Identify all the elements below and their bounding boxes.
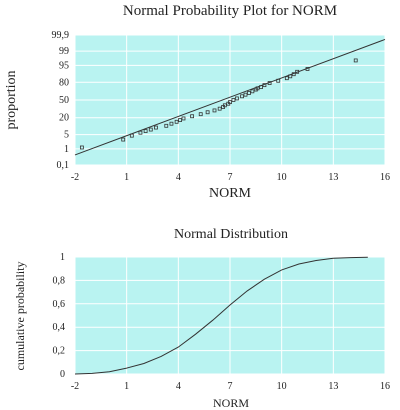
data-point	[228, 100, 232, 105]
data-point	[138, 130, 143, 135]
x-tick-label: 1	[124, 172, 129, 183]
y-tick-label: 0,2	[53, 346, 66, 357]
y-tick-label: 0,6	[53, 299, 66, 310]
y-tick-label: 1	[64, 144, 69, 155]
data-point	[217, 106, 222, 111]
data-point	[234, 96, 239, 101]
data-point	[267, 81, 272, 85]
y-tick-label: 99,9	[52, 30, 70, 41]
cdf-y-ticks: 0 0,2 0,4 0,6 0,8 1	[53, 252, 66, 380]
x-tick-label: 7	[228, 381, 233, 392]
data-point	[79, 145, 84, 150]
x-tick-label: 10	[277, 172, 287, 183]
data-point	[174, 119, 179, 124]
data-point	[164, 123, 169, 128]
data-point	[148, 127, 153, 132]
cdf-chart-title: Normal Distribution	[174, 227, 288, 242]
probability-plot-y-label: proportion	[4, 70, 19, 129]
data-point	[305, 67, 310, 71]
data-point	[154, 125, 158, 130]
y-tick-label: 20	[59, 113, 69, 124]
x-tick-label: 4	[176, 381, 181, 392]
data-point	[255, 86, 260, 91]
x-tick-label: 13	[328, 172, 338, 183]
data-point	[181, 116, 186, 121]
data-point	[169, 121, 174, 126]
cdf-grid	[74, 256, 386, 375]
data-point	[205, 110, 210, 115]
data-point	[288, 74, 293, 79]
y-tick-label: 99	[59, 46, 69, 57]
data-point	[353, 58, 358, 63]
fit-line	[74, 38, 386, 156]
data-point	[198, 112, 203, 117]
y-tick-label: 0,1	[57, 160, 70, 171]
data-point	[178, 118, 182, 122]
x-tick-label: 10	[277, 381, 287, 392]
probability-plot-points	[79, 58, 358, 150]
data-point	[262, 83, 267, 88]
data-point	[231, 98, 236, 102]
data-point	[250, 89, 255, 94]
data-point	[212, 108, 217, 113]
probability-plot: Normal Probability Plot for NORM 0,1 1 5 20…	[4, 3, 390, 201]
data-point	[247, 91, 251, 95]
y-tick-label: 0	[60, 369, 65, 380]
probability-plot-title: Normal Probability Plot for NORM	[123, 3, 337, 19]
y-tick-label: 95	[59, 60, 69, 71]
cdf-x-ticks: -2 1 4 7 10 13 16	[71, 381, 390, 392]
x-tick-label: 7	[228, 172, 233, 183]
x-tick-label: 13	[328, 381, 338, 392]
y-tick-label: 80	[59, 77, 69, 88]
probability-plot-x-ticks: -2 1 4 7 10 13 16	[71, 172, 390, 183]
probability-plot-grid	[74, 34, 386, 166]
y-tick-label: 1	[60, 252, 65, 263]
data-point	[276, 78, 281, 83]
data-point	[243, 92, 248, 97]
x-tick-label: 4	[176, 172, 181, 183]
data-point	[190, 114, 195, 119]
data-point	[259, 85, 263, 90]
data-point	[291, 72, 296, 77]
x-tick-label: -2	[71, 172, 79, 183]
x-tick-label: 16	[380, 381, 390, 392]
x-tick-label: 1	[124, 381, 129, 392]
data-point	[129, 133, 134, 138]
data-point	[121, 137, 126, 142]
y-tick-label: 0,8	[53, 275, 66, 286]
cdf-y-label: cumulative probability	[13, 262, 27, 371]
probability-plot-y-ticks: 0,1 1 5 20 50 80 95 99 99,9	[52, 30, 70, 171]
data-point	[284, 76, 289, 81]
y-tick-label: 0,4	[53, 322, 66, 333]
data-point	[222, 103, 227, 108]
y-tick-label: 50	[59, 95, 69, 106]
x-tick-label: -2	[71, 381, 79, 392]
y-tick-label: 5	[64, 130, 69, 141]
data-point	[295, 69, 300, 74]
probability-plot-x-label: NORM	[209, 186, 252, 201]
cdf-curve	[74, 256, 368, 375]
data-point	[143, 129, 148, 133]
cdf-x-label: NORM	[213, 396, 249, 410]
x-tick-label: 16	[380, 172, 390, 183]
data-point	[240, 94, 244, 99]
cdf-chart: Normal Distribution 0 0,2 0,4 0,6 0,8 1 -2 1 4 7…	[13, 227, 390, 410]
